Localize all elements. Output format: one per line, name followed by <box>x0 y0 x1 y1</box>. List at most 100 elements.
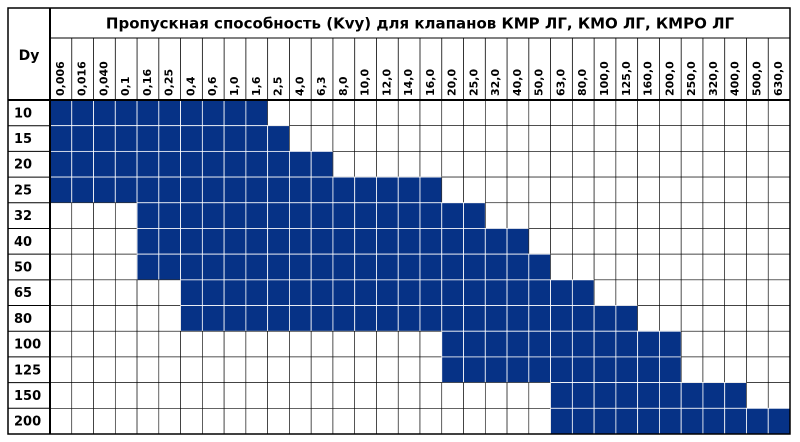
cell <box>506 356 530 384</box>
cell <box>93 382 116 409</box>
cell <box>702 176 726 204</box>
cell <box>201 99 225 127</box>
cell <box>289 253 312 281</box>
cell <box>572 99 595 126</box>
cell <box>615 99 638 126</box>
cell <box>615 253 638 281</box>
column-label: 8,0 <box>337 76 350 96</box>
cell <box>463 356 486 384</box>
cell <box>593 279 617 306</box>
cell <box>201 279 225 306</box>
cell <box>724 279 747 306</box>
cell <box>441 99 464 126</box>
cell <box>397 176 421 204</box>
cell <box>245 330 268 358</box>
cell <box>397 202 421 229</box>
column-label: 500,0 <box>750 61 763 96</box>
cell <box>136 408 160 435</box>
cell <box>136 228 160 255</box>
cell <box>419 228 443 255</box>
row-label: 15 <box>14 132 32 147</box>
cell <box>724 151 747 178</box>
cell <box>680 356 704 383</box>
column-label: 0,6 <box>206 76 219 96</box>
cell <box>724 407 747 435</box>
cell <box>484 305 508 332</box>
cell <box>767 176 791 204</box>
cell <box>136 202 160 229</box>
cell <box>114 330 138 358</box>
cell <box>419 408 443 435</box>
cell <box>724 356 747 383</box>
cell <box>528 382 551 409</box>
cell <box>49 305 73 332</box>
cell <box>593 382 617 409</box>
cell <box>724 305 747 332</box>
column-label: 10,0 <box>359 69 372 96</box>
cell <box>202 408 225 435</box>
cell <box>724 99 747 126</box>
cell <box>354 253 377 281</box>
cell <box>180 330 203 358</box>
cell <box>223 253 247 281</box>
cell <box>637 99 660 126</box>
cell <box>201 176 225 204</box>
cell <box>550 382 573 409</box>
cell <box>746 202 769 229</box>
cell <box>332 228 356 255</box>
cell <box>484 202 508 229</box>
column-label: 0,16 <box>141 69 154 96</box>
cell <box>571 382 595 409</box>
cell <box>93 356 116 383</box>
cell <box>702 202 726 229</box>
cell <box>136 176 160 204</box>
cell <box>702 279 726 306</box>
cell <box>419 176 443 204</box>
cell <box>397 382 421 409</box>
cell <box>528 151 551 178</box>
cell <box>267 330 290 358</box>
cell <box>289 125 312 152</box>
cell <box>702 330 726 358</box>
cell <box>310 228 334 255</box>
cell <box>572 125 595 152</box>
cell <box>659 125 682 152</box>
cell <box>201 305 225 332</box>
cell <box>724 253 747 281</box>
cell <box>376 408 399 435</box>
cell <box>245 356 268 383</box>
cell <box>354 356 377 383</box>
cell <box>419 330 443 358</box>
cell <box>223 305 247 332</box>
cell <box>767 99 791 126</box>
column-label: 32,0 <box>489 69 502 96</box>
cell <box>528 356 551 384</box>
cell <box>180 382 203 409</box>
cell <box>376 382 399 409</box>
cell <box>593 253 617 281</box>
cell <box>158 202 181 229</box>
cell <box>550 151 573 178</box>
cell <box>637 253 660 281</box>
cell <box>659 305 682 332</box>
cell <box>49 356 73 383</box>
cell <box>397 408 421 435</box>
cell <box>593 151 617 178</box>
cell <box>659 202 682 229</box>
cell <box>289 228 312 255</box>
cell <box>158 356 181 383</box>
cell <box>463 382 486 409</box>
column-label: 4,0 <box>293 76 306 96</box>
cell <box>463 305 486 332</box>
cell <box>528 408 551 435</box>
column-label: 12,0 <box>380 69 393 96</box>
cell <box>484 125 508 152</box>
cell <box>550 279 573 306</box>
cell <box>136 125 160 152</box>
cell <box>746 176 769 204</box>
column-label: 1,0 <box>228 76 241 96</box>
cell <box>158 99 181 127</box>
cell <box>93 99 116 127</box>
cell <box>310 305 334 332</box>
cell <box>441 228 464 255</box>
